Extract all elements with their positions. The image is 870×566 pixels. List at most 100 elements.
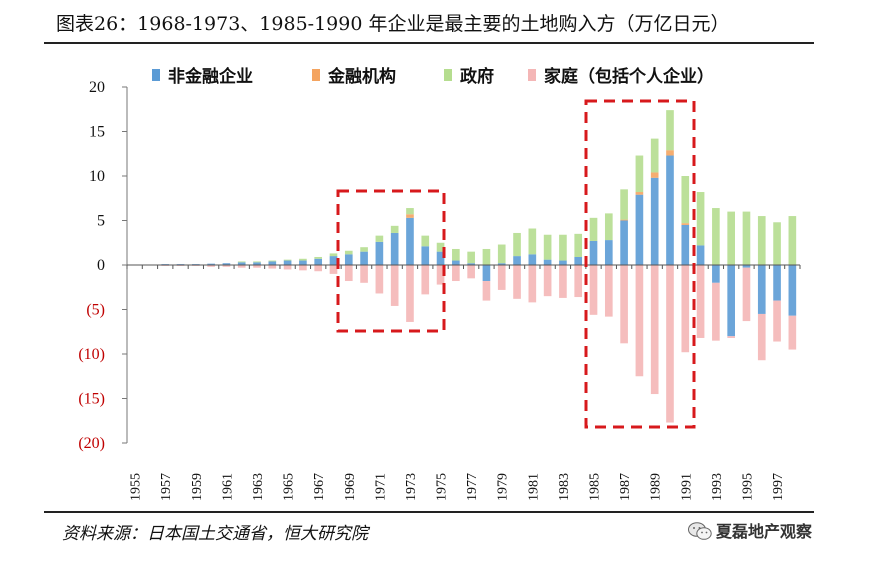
bar-household-1994: [727, 336, 735, 338]
legend-swatch-household: [528, 69, 536, 81]
legend-swatch-financial: [312, 69, 320, 81]
bar-non_financial-1992: [696, 245, 705, 265]
legend-label-financial: 金融机构: [327, 66, 396, 87]
bar-non_financial-1979: [497, 263, 506, 265]
bar-non_financial-1997: [773, 265, 781, 301]
bar-government-1982: [543, 234, 552, 260]
x-tick-label: 1985: [588, 473, 603, 501]
bar-household-1964: [268, 265, 277, 269]
bar-non_financial-1987: [620, 220, 628, 265]
highlight-box-1985-1990: [584, 99, 696, 429]
bar-household-1970: [360, 265, 368, 283]
bar-non_financial-1961: [222, 263, 231, 265]
x-tick-label: 1971: [373, 473, 388, 501]
bar-government-1980: [513, 232, 521, 257]
y-tick-label: (20): [78, 435, 105, 452]
bar-non_financial-1976: [452, 260, 460, 265]
bar-household-1979: [497, 265, 506, 290]
legend-label-government: 政府: [460, 66, 494, 87]
y-tick-label: (10): [78, 346, 105, 363]
bar-household-1996: [757, 313, 766, 361]
bar-non_financial-1982: [543, 259, 552, 265]
bar-household-1993: [712, 282, 720, 341]
bar-non_financial-1988: [635, 194, 644, 265]
bar-non_financial-1967: [314, 258, 323, 265]
bar-household-1965: [283, 265, 292, 270]
bar-non_financial-1991: [681, 224, 690, 265]
bar-government-1967: [314, 256, 323, 259]
x-tick-label: 1995: [740, 473, 755, 501]
x-tick-label: 1983: [557, 473, 572, 501]
bar-household-1961: [222, 265, 231, 267]
bar-government-1963: [253, 261, 261, 263]
x-tick-label: 1957: [159, 473, 174, 501]
bar-government-1989: [650, 138, 659, 173]
watermark-text: 夏磊地产观察: [716, 522, 813, 541]
bar-government-1971: [375, 235, 384, 242]
bar-household-1977: [467, 265, 475, 279]
bar-household-1980: [513, 265, 521, 299]
bar-non_financial-1974: [421, 246, 430, 265]
x-tick-label: 1965: [282, 473, 297, 501]
x-tick-label: 1967: [312, 473, 327, 501]
legend-swatch-non_financial: [152, 69, 160, 81]
bar-household-1991: [681, 265, 690, 353]
bar-government-1976: [452, 248, 460, 261]
bar-government-1973: [406, 208, 414, 215]
bar-non_financial-1998: [788, 265, 797, 316]
legend-swatch-government: [444, 69, 452, 81]
bar-government-1988: [635, 155, 644, 193]
bar-government-1966: [299, 258, 307, 261]
bar-government-1986: [604, 213, 613, 241]
bar-non_financial-1985: [589, 240, 598, 265]
bar-government-1985: [589, 217, 598, 241]
x-tick-label: 1979: [496, 473, 511, 501]
bar-household-1998: [788, 315, 797, 350]
bar-household-1985: [589, 265, 598, 315]
x-tick-label: 1993: [710, 473, 725, 501]
x-tick-label: 1975: [435, 473, 450, 501]
bar-financial-1988: [635, 192, 644, 195]
bar-government-1978: [482, 248, 491, 265]
bar-household-1992: [696, 265, 705, 338]
bar-household-1963: [253, 265, 261, 268]
chart-title: 图表26：1968-1973、1985-1990 年企业是最主要的土地购入方（万…: [56, 13, 730, 35]
x-tick-label: 1963: [251, 473, 266, 501]
bar-household-1976: [452, 265, 460, 282]
bar-household-1989: [650, 265, 659, 395]
bar-financial-1987: [620, 219, 628, 221]
bar-government-1970: [360, 247, 368, 252]
source-note: 资料来源：日本国土交通省，恒大研究院: [62, 524, 368, 544]
bar-financial-1991: [681, 223, 690, 225]
highlight-box-1968-1973: [336, 189, 446, 333]
bar-government-1974: [421, 235, 430, 247]
bar-non_financial-1996: [757, 265, 766, 314]
bar-household-1995: [742, 267, 751, 322]
bar-government-1993: [712, 208, 720, 265]
bar-household-1990: [666, 265, 674, 423]
bar-household-1972: [390, 265, 399, 306]
y-tick-label: 10: [89, 168, 105, 185]
bar-non_financial-1970: [360, 251, 368, 265]
bar-household-1987: [620, 265, 628, 344]
bar-non_financial-1962: [237, 262, 246, 265]
bar-non_financial-1980: [513, 256, 521, 265]
bar-household-1982: [543, 265, 552, 297]
bar-household-1971: [375, 265, 384, 294]
y-tick-label: 0: [97, 257, 105, 274]
bar-non_financial-1960: [207, 263, 215, 265]
watermark: 夏磊地产观察: [688, 518, 812, 542]
bar-non_financial-1966: [299, 260, 307, 265]
y-tick-label: 20: [89, 79, 105, 96]
bar-household-1969: [344, 265, 353, 282]
bar-household-1983: [559, 265, 567, 298]
bar-household-1986: [604, 265, 613, 317]
x-tick-label: 1989: [649, 473, 664, 501]
x-tick-label: 1977: [465, 473, 480, 501]
bar-non_financial-1977: [467, 263, 475, 265]
bar-non_financial-1981: [528, 254, 537, 265]
title-rule: [44, 42, 814, 44]
bar-government-1975: [436, 242, 445, 252]
y-tick-label: (15): [78, 391, 105, 408]
